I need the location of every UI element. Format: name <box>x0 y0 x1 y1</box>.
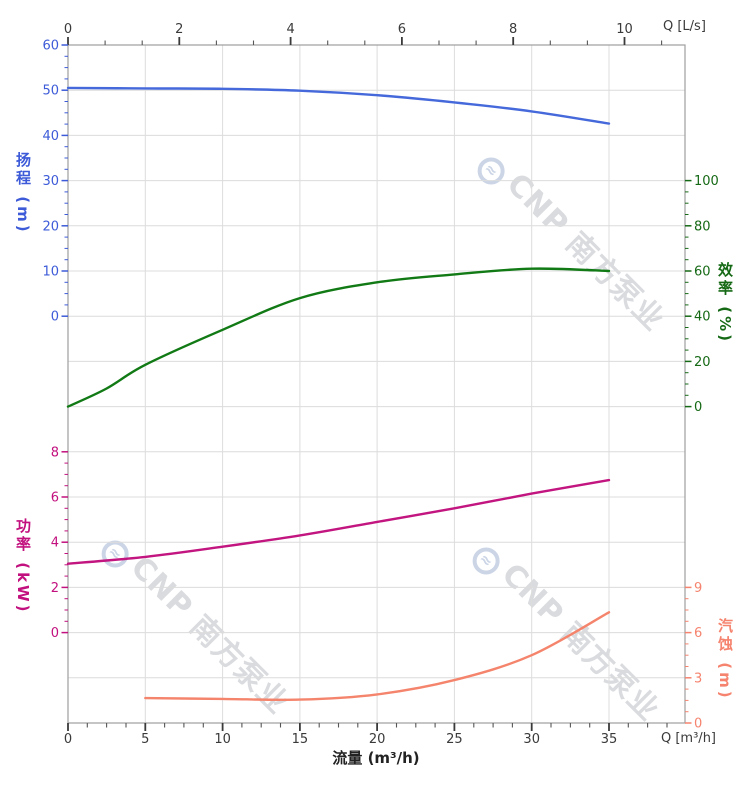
tick-label: 4 <box>51 536 59 551</box>
tick-label: 30 <box>42 174 59 189</box>
efficiency-axis: 100 80 60 40 20 0 <box>685 174 719 415</box>
tick-label: 0 <box>64 732 72 747</box>
tick-label: 10 <box>42 265 59 280</box>
tick-label: 50 <box>42 84 59 99</box>
tick-label: 30 <box>523 732 540 747</box>
tick-label: 0 <box>51 310 59 325</box>
tick-label: 5 <box>141 732 149 747</box>
tick-label: 40 <box>42 129 59 144</box>
tick-label: 60 <box>694 265 711 280</box>
tick-label: 10 <box>214 732 231 747</box>
tick-label: 0 <box>51 626 59 641</box>
tick-label: 6 <box>398 22 406 37</box>
tick-label: 100 <box>694 174 719 189</box>
power-axis: 8 6 4 2 0 <box>51 445 68 641</box>
head-curve <box>66 86 611 125</box>
npsh-axis-title: 汽蚀 (m) <box>716 618 734 701</box>
npsh-axis: 9 6 3 0 <box>685 581 702 732</box>
tick-label: 20 <box>369 732 386 747</box>
top-axis: 0 2 4 6 8 10 <box>64 22 663 45</box>
tick-label: 0 <box>694 400 702 415</box>
tick-label: 20 <box>42 219 59 234</box>
tick-label: 25 <box>446 732 463 747</box>
tick-label: 80 <box>694 219 711 234</box>
bottom-axis-title: 流量 (m³/h) <box>332 749 420 767</box>
tick-label: 60 <box>42 39 59 54</box>
tick-label: 2 <box>175 22 183 37</box>
tick-label: 6 <box>694 626 702 641</box>
tick-label: 15 <box>292 732 309 747</box>
tick-label: 20 <box>694 355 711 370</box>
tick-label: 40 <box>694 310 711 325</box>
npsh-curve <box>144 611 611 702</box>
tick-label: 9 <box>694 581 702 596</box>
tick-label: 4 <box>286 22 294 37</box>
tick-label: 0 <box>694 717 702 732</box>
tick-label: 8 <box>51 445 59 460</box>
tick-label: 6 <box>51 491 59 506</box>
tick-label: 2 <box>51 581 59 596</box>
efficiency-curve <box>66 267 611 408</box>
power-axis-title: 功率 (kW) <box>14 518 32 615</box>
tick-label: 3 <box>694 671 702 686</box>
head-axis-title: 扬程 (m) <box>14 152 32 235</box>
bottom-axis: 0 5 10 15 20 25 30 35 <box>64 723 668 747</box>
top-axis-unit-label: Q [L/s] <box>663 19 706 34</box>
head-axis: 60 50 40 30 20 10 0 <box>42 39 68 325</box>
tick-label: 8 <box>509 22 517 37</box>
efficiency-axis-title: 效率 (%) <box>716 262 734 344</box>
power-curve <box>66 478 611 565</box>
tick-label: 35 <box>601 732 618 747</box>
tick-label: 0 <box>64 22 72 37</box>
gridlines <box>68 44 685 724</box>
tick-label: 10 <box>616 22 633 37</box>
bottom-axis-unit-label: Q [m³/h] <box>661 731 717 746</box>
